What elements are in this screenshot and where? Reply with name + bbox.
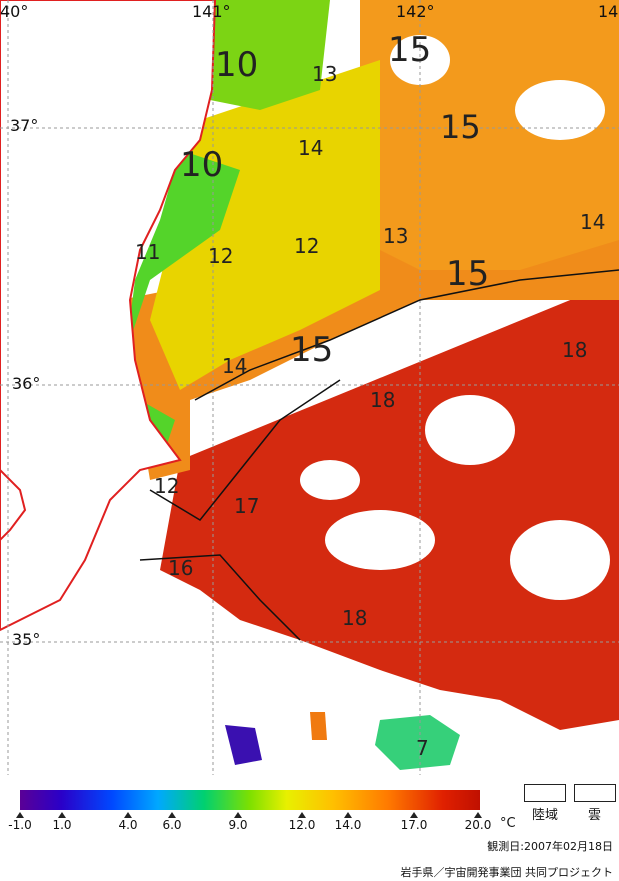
colorbar-tick-mark <box>474 812 482 818</box>
colorbar-tick-mark <box>344 812 352 818</box>
contour-label: 12 <box>208 244 234 268</box>
colorbar-tick-mark <box>410 812 418 818</box>
contour-label: 15 <box>290 330 334 370</box>
longitude-label-143: 14 <box>598 2 619 21</box>
contour-label: 14 <box>298 136 324 160</box>
colorbar-tick-mark <box>16 812 24 818</box>
contour-label: 12 <box>294 234 320 258</box>
contour-label: 14 <box>222 354 248 378</box>
colorbar-tick-label: 12.0 <box>288 818 316 832</box>
latitude-label-36: 36° <box>12 374 41 393</box>
colorbar-tick-mark <box>124 812 132 818</box>
land-legend-label: 陸域 <box>532 808 559 823</box>
colorbar-tick-mark <box>58 812 66 818</box>
colorbar-tick-mark <box>234 812 242 818</box>
contour-label: 17 <box>234 494 260 518</box>
contour-label: 18 <box>562 338 588 362</box>
contour-label: 15 <box>440 108 481 146</box>
sea-surface-temperature-map <box>0 0 619 775</box>
colorbar-tick-label: 20.0 <box>464 818 492 832</box>
contour-label: 18 <box>370 388 396 412</box>
colorbar-unit: °C <box>500 816 516 831</box>
cloud-legend-swatch <box>574 784 616 802</box>
contour-label: 18 <box>342 606 368 630</box>
longitude-label-141: 141° <box>192 2 231 21</box>
colorbar-tick-label: 6.0 <box>162 818 182 832</box>
contour-label: 11 <box>135 240 161 264</box>
colorbar-tick-mark <box>168 812 176 818</box>
contour-label: 15 <box>446 254 490 294</box>
temperature-colorbar <box>20 790 480 810</box>
contour-label: 13 <box>312 62 338 86</box>
contour-label: 15 <box>388 30 432 70</box>
land-legend-swatch <box>524 784 566 802</box>
credit-line: 岩手県／宇宙開発事業団 共同プロジェクト <box>400 866 614 879</box>
observation-date: 観測日:2007年02月18日 <box>487 840 613 853</box>
contour-label: 10 <box>215 45 259 85</box>
latitude-label-35: 35° <box>12 630 41 649</box>
longitude-label-140: 40° <box>0 2 29 21</box>
colorbar-tick-label: 4.0 <box>118 818 138 832</box>
colorbar-tick-label: -1.0 <box>8 818 32 832</box>
colorbar-tick-label: 9.0 <box>228 818 248 832</box>
colorbar-tick-mark <box>298 812 306 818</box>
contour-label: 12 <box>154 474 180 498</box>
contour-label: 10 <box>180 145 224 185</box>
colorbar-tick-label: 17.0 <box>400 818 428 832</box>
contour-label: 16 <box>168 556 194 580</box>
latitude-label-37: 37° <box>10 116 39 135</box>
colorbar-tick-label: 1.0 <box>52 818 72 832</box>
cloud-legend-label: 雲 <box>588 808 602 823</box>
colorbar-tick-label: 14.0 <box>334 818 362 832</box>
contour-label: 7 <box>416 736 429 760</box>
longitude-label-142: 142° <box>396 2 435 21</box>
contour-label: 14 <box>580 210 606 234</box>
contour-label: 13 <box>383 224 409 248</box>
